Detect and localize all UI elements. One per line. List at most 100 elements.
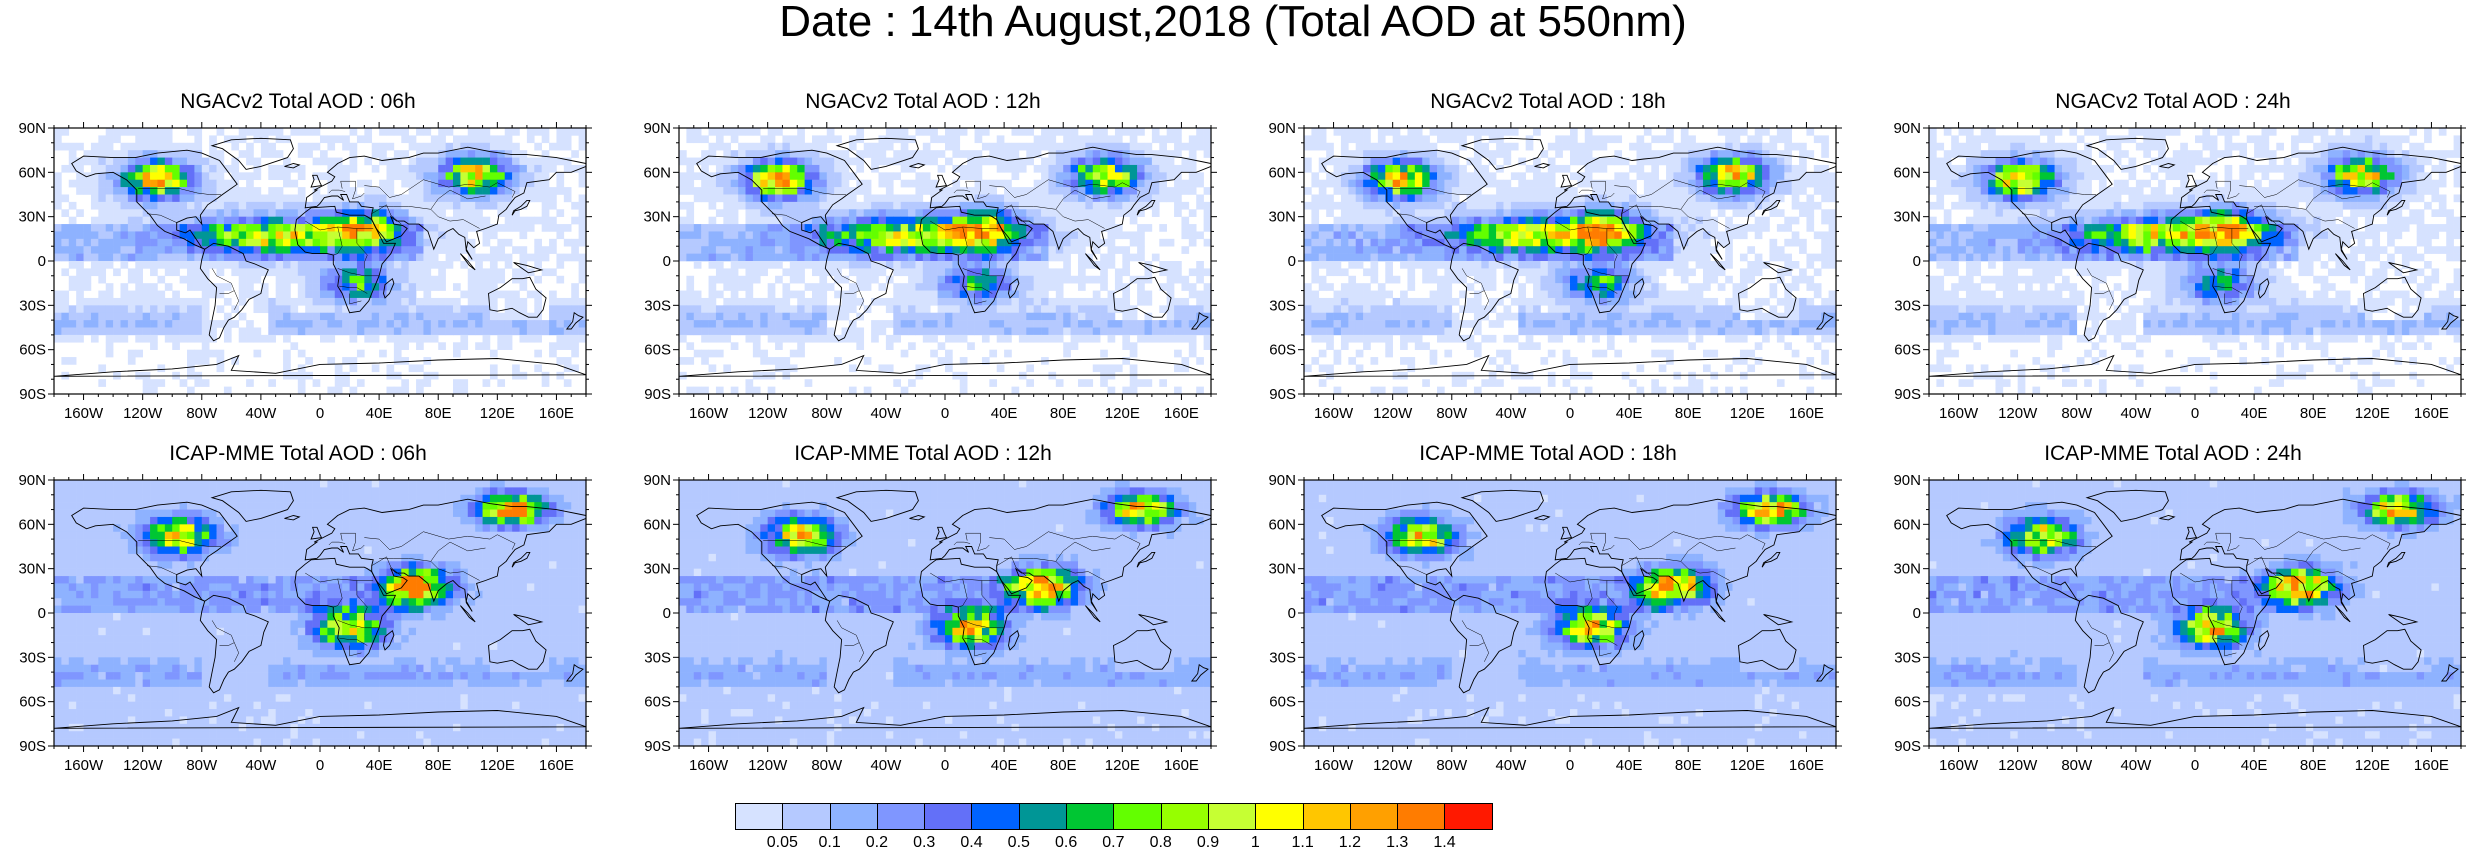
- aod-cell: [216, 128, 225, 136]
- aod-cell: [275, 231, 284, 240]
- aod-cell: [701, 297, 709, 306]
- aod-cell: [819, 320, 828, 328]
- aod-cell: [826, 327, 835, 336]
- aod-cell: [231, 224, 240, 232]
- aod-cell: [908, 201, 916, 210]
- aod-cell: [915, 312, 924, 321]
- aod-cell: [201, 261, 210, 269]
- aod-cell: [438, 275, 446, 284]
- aod-cell: [1739, 194, 1748, 203]
- aod-cell: [1821, 194, 1829, 203]
- aod-cell: [1599, 246, 1608, 254]
- aod-cell: [246, 246, 254, 254]
- aod-cell: [730, 253, 739, 262]
- aod-cell: [475, 209, 483, 217]
- aod-cell: [1311, 135, 1320, 144]
- aod-cell: [967, 327, 975, 336]
- aod-cell: [61, 312, 70, 321]
- aod-cell: [856, 297, 865, 306]
- aod-cell: [482, 275, 491, 284]
- aod-cell: [1562, 209, 1571, 217]
- aod-cell: [1063, 305, 1071, 314]
- aod-cell: [1739, 172, 1748, 181]
- aod-cell: [512, 312, 520, 321]
- aod-cell: [1643, 224, 1652, 232]
- aod-cell: [98, 179, 107, 188]
- aod-cell: [290, 275, 299, 284]
- aod-cell: [430, 312, 439, 321]
- aod-cell: [937, 253, 946, 262]
- aod-cell: [1304, 142, 1312, 151]
- aod-cell: [715, 327, 724, 336]
- aod-cell: [804, 283, 813, 291]
- aod-cell: [401, 320, 409, 328]
- aod-cell: [1070, 142, 1079, 151]
- aod-cell: [1695, 157, 1704, 166]
- aod-cell: [453, 283, 461, 291]
- aod-cell: [105, 172, 114, 181]
- aod-cell: [767, 150, 776, 158]
- aod-cell: [1100, 135, 1108, 144]
- aod-cell: [201, 268, 210, 277]
- aod-cell: [885, 157, 894, 166]
- aod-cell: [1821, 164, 1829, 173]
- aod-cell: [105, 327, 114, 336]
- aod-cell: [320, 224, 328, 232]
- aod-cell: [61, 290, 70, 299]
- aod-cell: [1599, 179, 1608, 188]
- aod-cell: [105, 238, 114, 247]
- aod-cell: [1776, 172, 1785, 181]
- aod-cell: [238, 194, 247, 203]
- aod-cell: [1799, 187, 1807, 195]
- aod-cell: [320, 305, 328, 314]
- aod-cell: [349, 261, 358, 269]
- aod-cell: [1769, 201, 1778, 210]
- aod-cell: [349, 150, 358, 158]
- aod-cell: [105, 283, 114, 291]
- coastline: [284, 163, 301, 169]
- aod-cell: [438, 216, 446, 225]
- coastline: [488, 276, 547, 318]
- aod-cell: [767, 334, 776, 343]
- aod-cell: [745, 150, 754, 158]
- aod-cell: [1166, 275, 1175, 284]
- aod-cell: [386, 261, 395, 269]
- aod-cell: [1821, 209, 1829, 217]
- aod-cell: [856, 231, 865, 240]
- aod-cell: [98, 209, 107, 217]
- aod-cell: [445, 128, 454, 136]
- aod-cell: [1370, 157, 1379, 166]
- aod-cell: [1159, 261, 1167, 269]
- aod-cell: [1422, 157, 1430, 166]
- aod-cell: [578, 201, 587, 210]
- aod-cell: [1540, 246, 1549, 254]
- aod-cell: [297, 216, 306, 225]
- aod-cell: [1680, 179, 1689, 188]
- aod-cell: [1026, 253, 1034, 262]
- aod-cell: [1466, 246, 1475, 254]
- aod-cell: [1188, 142, 1197, 151]
- aod-cell: [113, 194, 121, 203]
- aod-cell: [760, 268, 768, 277]
- country-border: [340, 180, 365, 200]
- aod-cell: [952, 231, 961, 240]
- aod-cell: [356, 268, 365, 277]
- aod-cell: [519, 305, 528, 314]
- aod-cell: [334, 290, 343, 299]
- aod-cell: [556, 209, 565, 217]
- aod-cell: [541, 128, 550, 136]
- aod-cell: [1510, 238, 1519, 247]
- aod-cell: [334, 231, 343, 240]
- aod-cell: [416, 283, 424, 291]
- aod-cell: [512, 246, 520, 254]
- aod-cell: [578, 261, 587, 269]
- aod-cell: [260, 150, 269, 158]
- aod-cell: [172, 312, 180, 321]
- aod-cell: [1688, 238, 1696, 247]
- aod-cell: [1122, 128, 1131, 136]
- aod-cell: [900, 261, 909, 269]
- aod-cell: [1137, 297, 1145, 306]
- aod-cell: [283, 312, 291, 321]
- aod-cell: [209, 201, 217, 210]
- aod-cell: [290, 231, 299, 240]
